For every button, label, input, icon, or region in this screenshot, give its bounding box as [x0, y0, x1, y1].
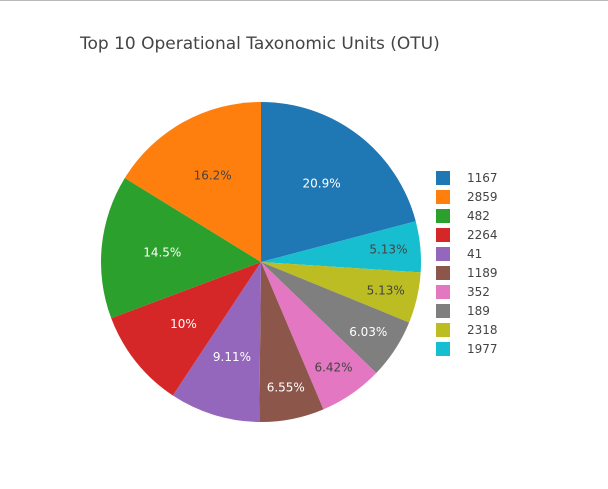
pie-slice-1167[interactable] — [261, 102, 416, 262]
legend-item-1977[interactable]: 1977 — [436, 339, 556, 358]
pie-slice-352[interactable] — [261, 262, 377, 410]
legend-swatch — [436, 322, 450, 337]
legend-item-1167[interactable]: 1167 — [436, 168, 556, 187]
slice-label-2859: 16.2% — [194, 168, 232, 182]
legend-swatch — [436, 284, 450, 299]
legend-item-2859[interactable]: 2859 — [436, 187, 556, 206]
pie-slice-1189[interactable] — [259, 262, 324, 422]
slice-label-1189: 6.55% — [267, 381, 305, 395]
slice-label-41: 9.11% — [213, 350, 251, 364]
legend-item-482[interactable]: 482 — [436, 206, 556, 225]
pie-slice-189[interactable] — [261, 262, 410, 373]
legend-label: 189 — [467, 303, 490, 318]
legend-item-2264[interactable]: 2264 — [436, 225, 556, 244]
legend-label: 41 — [467, 246, 483, 261]
pie-slice-2264[interactable] — [111, 262, 262, 396]
slice-label-2318: 5.13% — [367, 284, 405, 298]
legend-swatch — [436, 170, 450, 185]
legend-label: 1167 — [467, 170, 498, 185]
pie-slice-1977[interactable] — [261, 221, 422, 273]
legend-swatch — [436, 265, 450, 280]
legend-item-1189[interactable]: 1189 — [436, 263, 556, 282]
slice-label-1167: 20.9% — [303, 176, 341, 190]
legend-swatch — [436, 208, 450, 223]
legend-swatch — [436, 303, 450, 318]
legend-label: 2859 — [467, 189, 498, 204]
legend-swatch — [436, 227, 450, 242]
legend-item-41[interactable]: 41 — [436, 244, 556, 263]
chart-title: Top 10 Operational Taxonomic Units (OTU) — [80, 34, 440, 54]
slice-label-352: 6.42% — [314, 360, 352, 374]
pie-slice-41[interactable] — [172, 262, 261, 422]
pie-slice-2859[interactable] — [124, 102, 261, 262]
slice-label-2264: 10% — [170, 317, 197, 331]
slice-label-482: 14.5% — [143, 245, 181, 259]
legend-item-189[interactable]: 189 — [436, 301, 556, 320]
slice-label-189: 6.03% — [349, 325, 387, 339]
legend-swatch — [436, 246, 450, 261]
legend-label: 2264 — [467, 227, 498, 242]
legend-item-2318[interactable]: 2318 — [436, 320, 556, 339]
pie-slice-482[interactable] — [100, 178, 261, 319]
legend-item-352[interactable]: 352 — [436, 282, 556, 301]
legend-label: 2318 — [467, 322, 498, 337]
slice-label-1977: 5.13% — [369, 243, 407, 257]
pie-slice-2318[interactable] — [261, 262, 421, 323]
legend-label: 482 — [467, 208, 490, 223]
legend-label: 1977 — [467, 341, 498, 356]
legend-label: 352 — [467, 284, 490, 299]
legend-label: 1189 — [467, 265, 498, 280]
legend-swatch — [436, 189, 450, 204]
legend-swatch — [436, 341, 450, 356]
legend: 1167 2859 482 2264 41 1189 352 189 2318 1977 — [436, 168, 556, 358]
top-divider — [0, 0, 608, 1]
